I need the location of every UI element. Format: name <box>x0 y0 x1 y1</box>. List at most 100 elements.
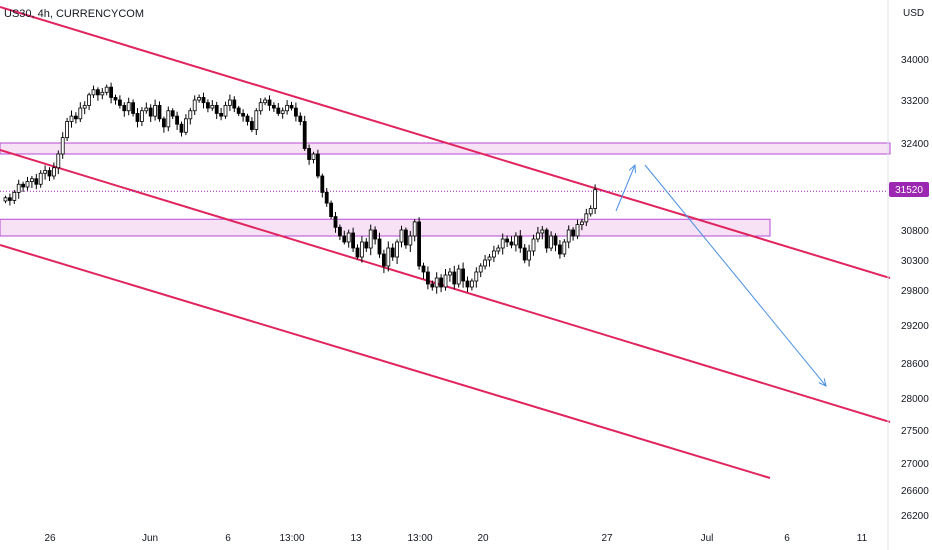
candle[interactable] <box>285 100 290 115</box>
candle[interactable] <box>47 167 52 181</box>
candle[interactable] <box>588 205 593 217</box>
candle[interactable] <box>373 226 378 245</box>
candle[interactable] <box>461 262 466 288</box>
projection-arrow-up[interactable] <box>615 163 636 212</box>
candle[interactable] <box>16 179 21 199</box>
candle[interactable] <box>566 225 571 249</box>
candle[interactable] <box>280 107 285 119</box>
candle[interactable] <box>540 226 545 240</box>
candle[interactable] <box>100 88 105 100</box>
candle[interactable] <box>219 107 224 121</box>
candle[interactable] <box>390 243 395 261</box>
candle[interactable] <box>518 230 523 253</box>
candle[interactable] <box>232 96 237 113</box>
candle[interactable] <box>241 109 246 122</box>
candle[interactable] <box>536 226 540 243</box>
candle[interactable] <box>558 240 562 259</box>
candle[interactable] <box>337 224 342 241</box>
candle[interactable] <box>12 190 17 204</box>
candle[interactable] <box>417 217 422 270</box>
candle[interactable] <box>408 230 413 252</box>
candle[interactable] <box>298 112 303 126</box>
candle[interactable] <box>386 241 391 272</box>
candle[interactable] <box>65 117 69 141</box>
candle[interactable] <box>509 236 514 249</box>
candle[interactable] <box>82 101 87 115</box>
candle[interactable] <box>74 112 78 124</box>
candle[interactable] <box>254 108 259 135</box>
candle[interactable] <box>43 165 47 180</box>
candle[interactable] <box>96 87 100 101</box>
candle[interactable] <box>571 227 575 241</box>
candle[interactable] <box>179 121 184 137</box>
candle[interactable] <box>434 272 439 294</box>
candle[interactable] <box>267 95 272 111</box>
candle[interactable] <box>544 227 549 253</box>
candle[interactable] <box>205 99 210 113</box>
candle[interactable] <box>69 110 74 128</box>
candle[interactable] <box>359 236 364 263</box>
candle[interactable] <box>456 264 461 288</box>
candle[interactable] <box>131 99 136 117</box>
candle[interactable] <box>113 94 118 105</box>
candle[interactable] <box>487 254 492 267</box>
candle[interactable] <box>3 195 8 204</box>
candle[interactable] <box>135 108 140 128</box>
candle[interactable] <box>161 116 166 133</box>
candle[interactable] <box>439 274 444 293</box>
candle[interactable] <box>333 211 338 233</box>
candle[interactable] <box>245 113 250 126</box>
candle[interactable] <box>56 150 61 175</box>
candle[interactable] <box>78 102 83 123</box>
candle[interactable] <box>381 249 386 274</box>
candle[interactable] <box>183 114 188 136</box>
candle[interactable] <box>236 105 241 117</box>
candle[interactable] <box>395 239 400 265</box>
candle[interactable] <box>478 263 483 278</box>
candle[interactable] <box>368 224 373 256</box>
candle[interactable] <box>320 173 325 198</box>
candle[interactable] <box>157 101 162 122</box>
candle[interactable] <box>562 239 567 258</box>
candle[interactable] <box>223 101 228 119</box>
candle[interactable] <box>315 149 320 179</box>
candle[interactable] <box>403 227 408 249</box>
candle[interactable] <box>148 104 153 122</box>
candle[interactable] <box>491 245 496 262</box>
candle[interactable] <box>364 238 369 252</box>
candle[interactable] <box>324 188 329 207</box>
candle[interactable] <box>52 162 56 180</box>
candle[interactable] <box>505 235 510 247</box>
candle[interactable] <box>144 102 149 114</box>
candle[interactable] <box>126 97 131 116</box>
candle[interactable] <box>311 151 316 164</box>
channel-line[interactable] <box>0 6 891 279</box>
candle[interactable] <box>575 219 580 239</box>
candle[interactable] <box>430 280 435 291</box>
candle[interactable] <box>249 117 254 133</box>
candle[interactable] <box>527 244 531 267</box>
candle[interactable] <box>214 101 219 120</box>
candle[interactable] <box>118 95 122 109</box>
candle[interactable] <box>87 92 91 111</box>
candle[interactable] <box>329 200 334 219</box>
candle[interactable] <box>227 94 232 111</box>
price-axis[interactable]: 3400033200324003160030800303002980029200… <box>901 55 929 522</box>
candle[interactable] <box>139 107 144 126</box>
candle[interactable] <box>91 85 96 98</box>
candle[interactable] <box>25 176 30 191</box>
candle[interactable] <box>549 231 553 252</box>
candle[interactable] <box>500 233 505 255</box>
time-axis[interactable]: 26 Jun 6 13:00 13 13:00 20 27 Jul 6 11 <box>44 533 867 544</box>
sr-zone[interactable] <box>0 218 771 237</box>
candle[interactable] <box>483 255 488 270</box>
candle[interactable] <box>122 102 127 117</box>
candle[interactable] <box>153 99 158 121</box>
candle[interactable] <box>474 267 479 288</box>
candle[interactable] <box>289 101 294 111</box>
channel-line[interactable] <box>0 244 771 479</box>
candle[interactable] <box>421 262 426 279</box>
candle[interactable] <box>258 98 263 115</box>
candle[interactable] <box>29 175 34 188</box>
candle[interactable] <box>443 269 448 291</box>
